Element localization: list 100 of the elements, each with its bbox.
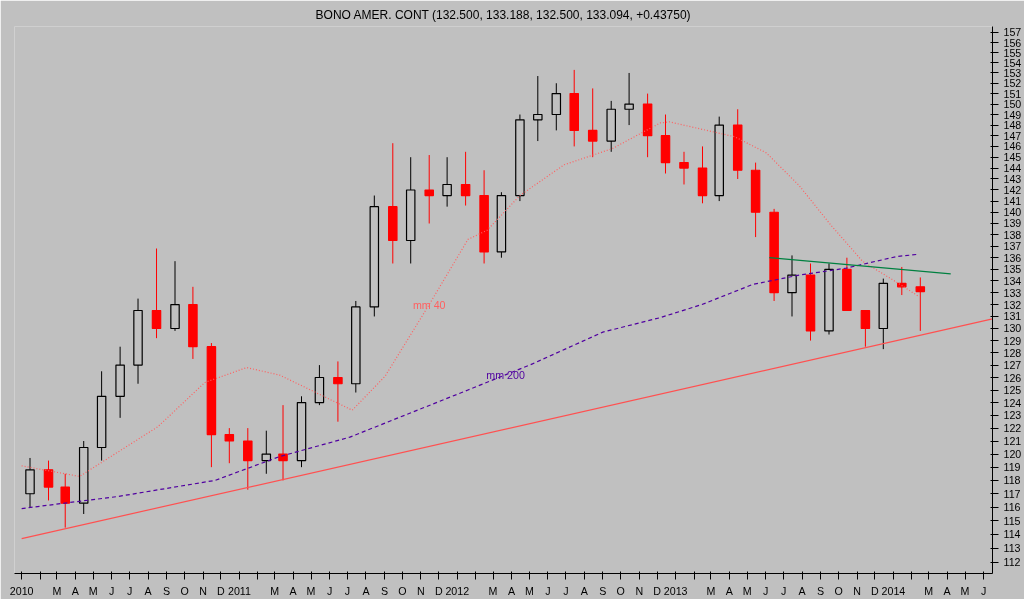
candlestick — [587, 87, 598, 158]
chart-title: BONO AMER. CONT (132.500, 133.188, 132.500, 133.094, +0.43750) — [315, 7, 691, 22]
x-tick-label: M — [52, 584, 62, 597]
y-tick-label: 143 — [1003, 172, 1022, 185]
y-tick-label: 116 — [1003, 501, 1021, 514]
x-tick-label: M — [742, 584, 752, 597]
candlestick — [860, 309, 871, 348]
y-tick-label: 133 — [1003, 286, 1022, 299]
x-tick-label: A — [71, 584, 80, 597]
y-tick-label: 132 — [1003, 298, 1022, 311]
y-tick-label: 138 — [1003, 228, 1022, 241]
candlestick — [533, 75, 543, 142]
y-tick-label: 155 — [1003, 46, 1022, 59]
candlestick — [624, 72, 634, 126]
candlestick — [43, 460, 54, 501]
y-tick-label: 153 — [1003, 66, 1022, 79]
x-tick-label: J — [109, 584, 115, 597]
x-tick-label: D — [871, 584, 880, 597]
y-tick-label: 126 — [1003, 371, 1022, 384]
candlestick — [25, 457, 35, 508]
x-tick-label: J — [545, 584, 551, 597]
candlestick — [551, 82, 562, 131]
x-tick-label: A — [943, 584, 952, 597]
x-tick-label: J — [127, 584, 133, 597]
y-tick-label: 123 — [1003, 409, 1022, 422]
x-tick-label: O — [834, 584, 843, 597]
candlestick — [170, 260, 180, 332]
x-tick-label: A — [508, 584, 516, 597]
x-tick-label: J — [344, 584, 351, 597]
x-tick-label: N — [417, 584, 425, 597]
y-tick-label: 112 — [1003, 556, 1021, 569]
y-tick-label: 121 — [1003, 435, 1022, 448]
x-tick-label: J — [763, 584, 769, 597]
x-tick-label: M — [960, 584, 970, 597]
candlestick — [60, 473, 70, 529]
y-tick-label: 142 — [1003, 183, 1022, 196]
x-tick-label: 2010 — [9, 584, 34, 597]
y-tick-label: 124 — [1003, 396, 1022, 409]
candlestick — [679, 151, 689, 185]
x-tick-label: S — [380, 584, 389, 597]
y-tick-label: 145 — [1003, 151, 1022, 164]
candlestick — [424, 154, 434, 224]
y-tick-label: 139 — [1003, 217, 1022, 230]
y-tick-label: 140 — [1003, 206, 1022, 219]
x-tick-label: S — [599, 584, 607, 597]
x-tick-label: A — [580, 584, 589, 597]
x-tick-label: 2014 — [881, 584, 906, 597]
x-tick-label: O — [180, 584, 189, 597]
x-tick-label: M — [270, 584, 280, 597]
y-tick-label: 146 — [1003, 140, 1022, 153]
x-tick-label: M — [488, 584, 498, 597]
y-tick-label: 130 — [1003, 322, 1022, 335]
y-tick-label: 136 — [1003, 251, 1022, 264]
x-tick-label: A — [144, 584, 153, 597]
x-tick-label: A — [362, 584, 371, 597]
y-tick-label: 157 — [1003, 26, 1022, 39]
y-tick-label: 135 — [1003, 263, 1022, 276]
x-tick-label: S — [163, 584, 171, 597]
y-tick-label: 156 — [1003, 36, 1022, 49]
x-tick-label: M — [525, 584, 534, 597]
candlestick — [787, 254, 797, 317]
x-tick-label: M — [924, 584, 934, 597]
x-tick-label: M — [306, 584, 316, 597]
candlestick — [278, 404, 288, 481]
x-tick-label: J — [980, 584, 987, 597]
x-tick-label: N — [199, 584, 207, 597]
y-tick-label: 131 — [1003, 310, 1022, 323]
y-tick-label: 127 — [1003, 359, 1022, 372]
x-tick-label: J — [326, 584, 333, 597]
candlestick — [442, 156, 452, 208]
x-tick-label: D — [653, 584, 662, 597]
y-tick-label: 147 — [1003, 129, 1022, 142]
y-tick-label: 144 — [1003, 162, 1022, 175]
candlestick — [224, 427, 235, 464]
y-tick-label: 125 — [1003, 384, 1022, 397]
y-tick-label: 150 — [1003, 98, 1022, 111]
x-tick-label: M — [706, 584, 716, 597]
y-tick-label: 148 — [1003, 119, 1022, 132]
x-tick-label: N — [635, 584, 644, 597]
x-tick-label: A — [798, 584, 807, 597]
x-tick-label: D — [217, 584, 226, 597]
x-tick-label: M — [88, 584, 98, 597]
y-tick-label: 118 — [1003, 474, 1021, 487]
x-tick-label: S — [817, 584, 825, 597]
y-tick-label: 152 — [1003, 77, 1022, 90]
y-tick-label: 115 — [1003, 514, 1021, 527]
candlestick — [915, 276, 926, 332]
annotation: mm 200 — [486, 369, 525, 382]
x-tick-label: A — [725, 584, 734, 597]
y-tick-label: 128 — [1003, 346, 1022, 359]
y-tick-label: 113 — [1003, 542, 1021, 555]
x-tick-label: J — [780, 584, 787, 597]
x-tick-label: D — [434, 584, 443, 597]
annotation: mm 40 — [412, 298, 446, 311]
candlestick — [261, 430, 272, 475]
y-tick-label: 119 — [1003, 461, 1021, 474]
y-tick-label: 117 — [1003, 487, 1021, 500]
y-tick-label: 141 — [1003, 195, 1022, 208]
y-tick-label: 154 — [1003, 56, 1022, 69]
x-tick-label: O — [616, 584, 625, 597]
